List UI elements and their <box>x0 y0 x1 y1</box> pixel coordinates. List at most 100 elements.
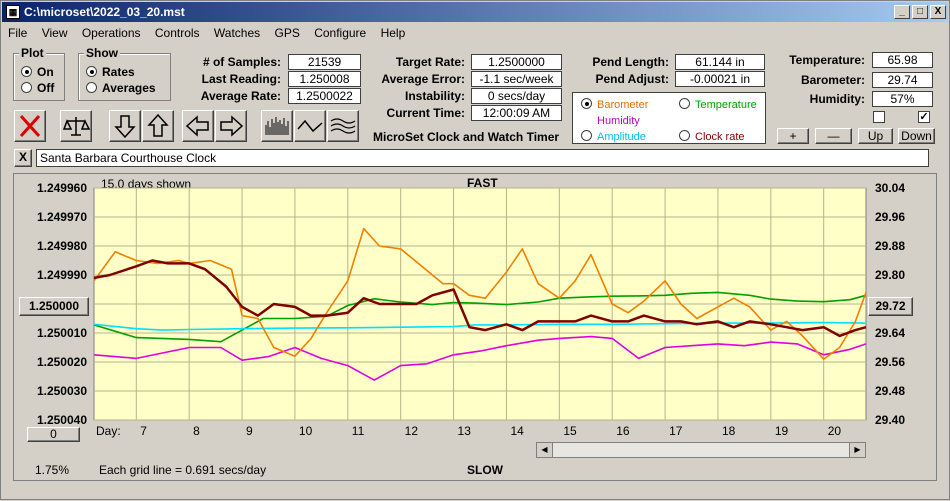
show-averages-label: Averages <box>102 81 156 95</box>
checkbox-left[interactable] <box>873 111 885 123</box>
close-button[interactable]: X <box>930 5 946 19</box>
day-tick-label: 8 <box>193 424 200 438</box>
radio-dot <box>21 66 32 77</box>
day-tick-label: 11 <box>352 424 365 438</box>
scroll-right-icon[interactable]: ▶ <box>849 443 865 457</box>
histogram-icon[interactable] <box>261 110 293 142</box>
param-amplitude-radio[interactable]: Amplitude <box>581 130 646 143</box>
param-clock-rate-radio[interactable]: Clock rate <box>679 130 745 143</box>
minimize-button[interactable]: _ <box>894 5 910 19</box>
day-tick-label: 18 <box>722 424 736 438</box>
horizontal-scrollbar[interactable]: ◀ ▶ <box>536 442 866 458</box>
target-rate-label: Target Rate: <box>395 55 465 69</box>
clear-name-button[interactable]: X <box>14 149 32 167</box>
day-tick-label: 13 <box>458 424 472 438</box>
multi-wave-icon[interactable] <box>327 110 359 142</box>
minus-button[interactable]: — <box>815 128 852 144</box>
pend-length-label: Pend Length: <box>592 55 669 69</box>
day-tick-label: 10 <box>299 424 313 438</box>
param-amplitude-label: Amplitude <box>597 131 646 143</box>
arrow-right-icon[interactable] <box>215 110 247 142</box>
percent-label: 1.75% <box>35 463 70 477</box>
param-barometer-radio[interactable]: Barometer <box>581 98 648 111</box>
right-tick-label: 29.96 <box>875 210 905 224</box>
param-temperature-radio[interactable]: Temperature <box>679 98 757 111</box>
day-tick-label: 7 <box>140 424 147 438</box>
plus-button[interactable]: + <box>777 128 809 144</box>
right-center-button[interactable]: 29.72 <box>868 297 913 316</box>
param-clock-rate-label: Clock rate <box>695 131 745 143</box>
target-rate-field: 1.2500000 <box>471 54 562 70</box>
menu-help[interactable]: Help <box>380 26 406 40</box>
arrow-up-icon[interactable] <box>142 110 174 142</box>
plot-on-radio[interactable]: On <box>21 65 54 79</box>
last-reading-field: 1.250008 <box>288 71 361 87</box>
day-tick-label: 9 <box>246 424 253 438</box>
plot-off-radio[interactable]: Off <box>21 81 54 95</box>
left-tick-label: 1.249970 <box>37 210 87 224</box>
menu-operations[interactable]: Operations <box>81 26 141 40</box>
param-temperature-label: Temperature <box>695 99 757 111</box>
humidity-field: 57% <box>872 91 933 107</box>
menu-controls[interactable]: Controls <box>154 26 200 40</box>
right-tick-label: 29.64 <box>875 326 905 340</box>
left-center-button[interactable]: 1.250000 <box>19 297 89 316</box>
grid-note: Each grid line = 0.691 secs/day <box>99 463 267 477</box>
maximize-button[interactable]: □ <box>912 5 928 19</box>
balance-scale-icon[interactable] <box>60 110 92 142</box>
right-tick-label: 29.88 <box>875 239 905 253</box>
title-bar[interactable]: ▦ C:\microset\2022_03_20.mst _ □ X <box>2 2 948 22</box>
menu-configure[interactable]: Configure <box>314 26 367 40</box>
current-time-label: Current Time: <box>386 106 465 120</box>
wave-icon[interactable] <box>294 110 326 142</box>
app-icon[interactable]: ▦ <box>6 5 20 19</box>
param-humidity-radio[interactable]: Humidity <box>581 114 640 127</box>
samples-label: # of Samples: <box>202 55 281 69</box>
left-tick-label: 1.250040 <box>37 413 87 427</box>
current-time-field: 12:00:09 AM <box>471 105 562 121</box>
show-rates-radio[interactable]: Rates <box>86 65 135 79</box>
show-averages-radio[interactable]: Averages <box>86 81 156 95</box>
plot-group-title: Plot <box>19 46 46 60</box>
humidity-label: Humidity: <box>809 92 865 106</box>
right-tick-label: 29.80 <box>875 268 905 282</box>
series-line <box>93 321 867 331</box>
radio-dot <box>581 130 592 141</box>
window-title: C:\microset\2022_03_20.mst <box>24 5 185 19</box>
bottom-left-button[interactable]: 0 <box>27 427 80 442</box>
samples-field: 21539 <box>288 54 361 70</box>
day-tick-label: 17 <box>669 424 683 438</box>
param-barometer-label: Barometer <box>597 99 649 111</box>
pend-adjust-label: Pend Adjust: <box>595 72 669 86</box>
menu-view[interactable]: View <box>41 26 68 40</box>
barometer-field: 29.74 <box>872 72 933 88</box>
left-tick-label: 1.250020 <box>37 355 87 369</box>
last-reading-label: Last Reading: <box>201 72 281 86</box>
fast-label: FAST <box>467 176 498 190</box>
checkbox-right[interactable]: ✓ <box>918 111 930 123</box>
day-tick-label: 14 <box>510 424 524 438</box>
menu-bar: File View Operations Controls Watches GP… <box>2 23 948 43</box>
show-rates-label: Rates <box>102 65 135 79</box>
scroll-left-icon[interactable]: ◀ <box>537 443 553 457</box>
clear-x-icon[interactable] <box>14 110 46 142</box>
arrow-down-icon[interactable] <box>109 110 141 142</box>
clock-name-input[interactable]: Santa Barbara Courthouse Clock <box>36 149 929 167</box>
average-rate-field: 1.2500022 <box>288 88 361 104</box>
right-tick-label: 30.04 <box>875 181 905 195</box>
series-line <box>93 227 867 360</box>
down-button[interactable]: Down <box>898 128 935 144</box>
up-button[interactable]: Up <box>858 128 893 144</box>
temperature-label: Temperature: <box>789 53 865 67</box>
menu-gps[interactable]: GPS <box>274 26 300 40</box>
instability-field: 0 secs/day <box>471 88 562 104</box>
radio-dot <box>21 82 32 93</box>
day-tick-label: 20 <box>828 424 842 438</box>
menu-watches[interactable]: Watches <box>213 26 261 40</box>
average-error-label: Average Error: <box>381 72 465 86</box>
day-tick-label: 19 <box>775 424 789 438</box>
menu-file[interactable]: File <box>8 26 28 40</box>
arrow-left-icon[interactable] <box>182 110 214 142</box>
